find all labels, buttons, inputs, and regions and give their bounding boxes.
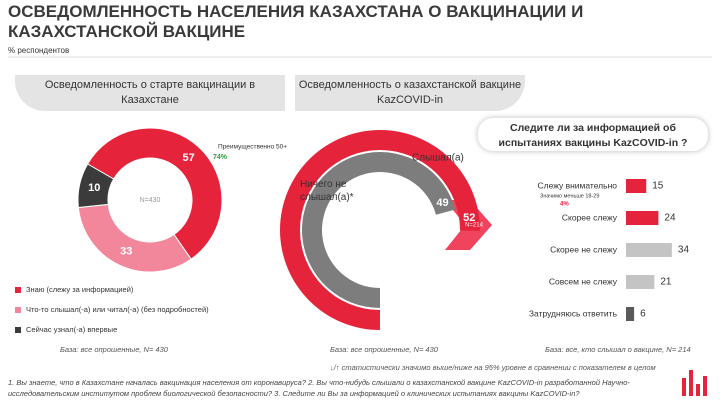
subtitle: % респондентов	[8, 46, 70, 55]
n-label: N=214	[465, 223, 484, 229]
data-label: 24	[664, 213, 676, 224]
legend-swatch	[15, 307, 21, 313]
title: ОСВЕДОМЛЕННОСТЬ НАСЕЛЕНИЯ КАЗАХСТАНА О В…	[8, 2, 584, 41]
legend-label: Сейчас узнал(-а) впервые	[26, 325, 117, 334]
donut-slice	[86, 127, 223, 260]
category-label: Слежу внимательно	[537, 180, 617, 190]
data-label: 10	[88, 182, 100, 194]
data-label: 15	[652, 181, 664, 192]
annotation: Преимущественно 50+	[218, 144, 287, 151]
bar	[626, 275, 655, 289]
donut-slice	[77, 203, 192, 273]
logo	[682, 370, 707, 396]
category-label: Затрудняюсь ответить	[529, 308, 618, 318]
data-label: 21	[660, 277, 672, 288]
legend-label: Знаю (слежу за информацией)	[26, 285, 134, 294]
data-label: 49	[436, 197, 448, 209]
donut-slice	[77, 163, 115, 209]
category-label: Скорее не слежу	[550, 244, 618, 254]
series-label: Ничего не слышал(а)*	[300, 179, 354, 203]
center-label: N=430	[140, 197, 161, 204]
section-title: Осведомленность о старте вакцинации в Ка…	[15, 75, 285, 111]
legend-label: Что-то слышал(-а) или читал(-а) (без под…	[26, 305, 209, 314]
footnote: 1. Вы знаете, что в Казахстане началась …	[8, 378, 630, 398]
base-note: База: все, кто слышал о вакцине, N= 214	[545, 345, 691, 354]
significance-legend: ↓/↑ статистически значимо выше/ниже на 9…	[330, 363, 656, 372]
question: Следите ли за информацией об испытаниях …	[478, 118, 708, 151]
category-label: Совсем не слежу	[549, 276, 618, 286]
data-label: 52	[463, 212, 475, 224]
section-title: Осведомленность о казахстанской вакцине …	[295, 75, 525, 111]
data-label: 34	[678, 245, 690, 256]
legend-swatch	[15, 327, 21, 333]
bar	[626, 307, 635, 321]
data-label: 6	[640, 309, 646, 320]
radial-bar	[302, 152, 456, 308]
bar	[626, 243, 672, 257]
data-label: 33	[120, 246, 132, 258]
series-label: Слышал(а)	[412, 153, 464, 164]
annotation: Значимо меньше 18-29	[540, 193, 599, 199]
base-note: База: все опрошенные, N= 430	[60, 345, 168, 354]
bar	[626, 179, 647, 193]
bar	[626, 211, 659, 225]
legend-swatch	[15, 287, 21, 293]
base-note: База: все опрошенные, N= 430	[330, 345, 438, 354]
data-label: 57	[182, 152, 194, 164]
annotation-value: 4%	[560, 202, 569, 208]
annotation-value: 74%	[213, 154, 228, 161]
category-label: Скорее слежу	[562, 212, 618, 222]
